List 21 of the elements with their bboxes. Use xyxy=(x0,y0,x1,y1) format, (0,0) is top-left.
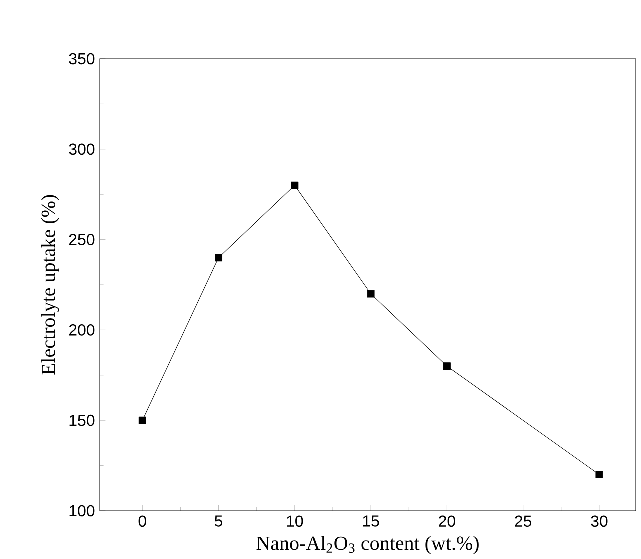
y-axis-title: Electrolyte uptake (%) xyxy=(41,195,60,375)
y-tick-label: 250 xyxy=(69,234,95,246)
y-tick-label: 150 xyxy=(70,414,95,426)
x-axis-title: Nano-Al$_{2}$O$_{3}$ content (wt.%) xyxy=(256,536,479,554)
x-tick-label: 20 xyxy=(439,516,456,528)
x-tick-label: 10 xyxy=(287,516,304,528)
point xyxy=(443,362,451,370)
point xyxy=(596,471,604,479)
point xyxy=(215,254,223,262)
point xyxy=(367,290,375,298)
x-tick-label: 15 xyxy=(363,516,380,527)
x-tick-label: 5 xyxy=(214,516,223,527)
y-tick-label: 200 xyxy=(69,324,95,336)
x-tick-label: 30 xyxy=(591,516,608,528)
point xyxy=(291,182,299,190)
y-tick-label: 300 xyxy=(69,144,95,156)
y-tick-label: 100 xyxy=(70,505,95,517)
x-tick-label: 0 xyxy=(138,516,146,528)
point xyxy=(138,416,146,424)
x-tick-label: 25 xyxy=(515,516,532,528)
y-tick-label: 350 xyxy=(69,53,95,65)
